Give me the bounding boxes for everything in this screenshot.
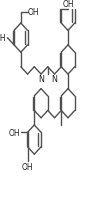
Text: N: N [38,75,44,84]
Text: OH: OH [9,128,20,137]
Text: OH: OH [22,162,33,171]
Text: OH: OH [62,0,74,8]
Text: OH: OH [0,34,6,43]
Text: OH: OH [28,8,39,16]
Text: N: N [52,75,57,84]
